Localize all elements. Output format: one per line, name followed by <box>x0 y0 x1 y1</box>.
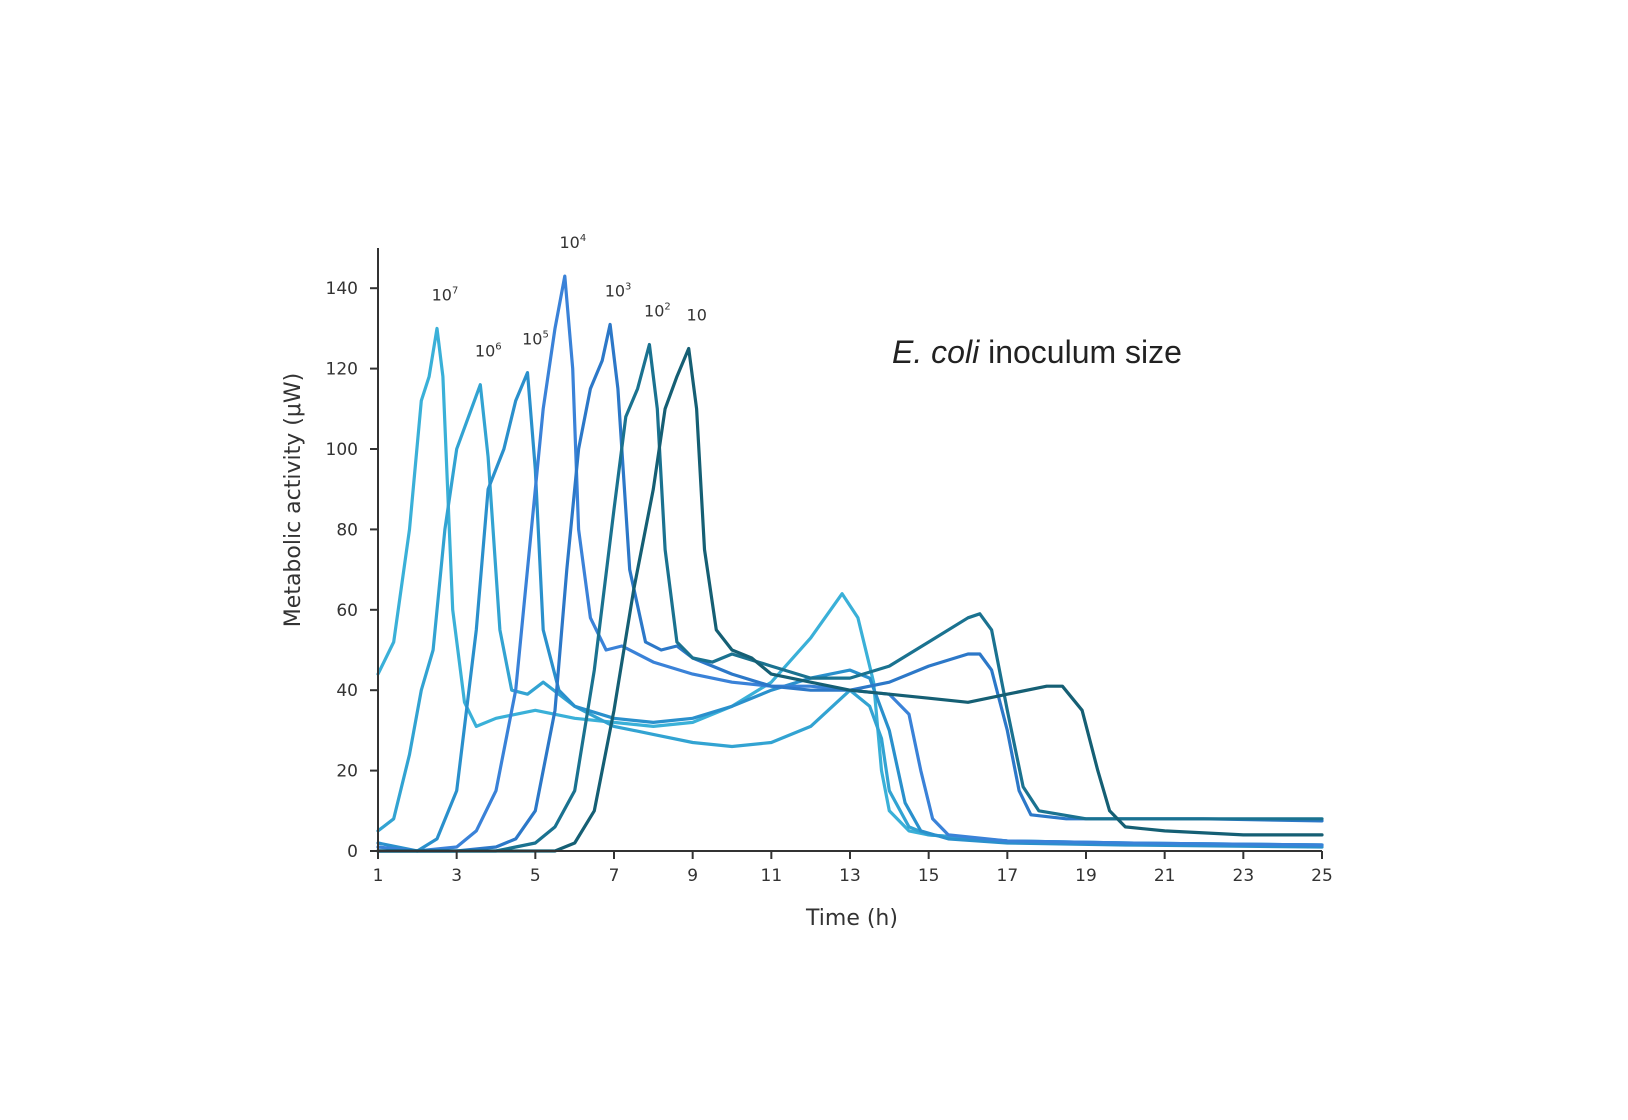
x-tick-label: 5 <box>530 866 541 886</box>
series-label-exponent: 4 <box>580 233 586 244</box>
x-tick-label: 15 <box>918 866 940 886</box>
series-line-103 <box>376 322 1324 853</box>
series-label-exponent: 7 <box>452 285 458 296</box>
series-layer <box>376 274 1324 853</box>
annotation-italic: E. coli <box>892 334 980 370</box>
series-label-102: 102 <box>644 301 671 320</box>
x-axis-title: Time (h) <box>805 906 898 931</box>
x-tick-label: 21 <box>1154 866 1176 886</box>
x-tick-label: 9 <box>687 866 698 886</box>
x-tick-label: 11 <box>761 866 783 886</box>
series-label-104: 104 <box>559 233 586 252</box>
y-tick-label: 0 <box>347 842 358 862</box>
series-line-105 <box>376 371 1324 853</box>
series-line-10 <box>376 346 1324 853</box>
annotation-text: inoculum size <box>979 334 1182 370</box>
y-tick-label: 80 <box>336 520 358 540</box>
series-line-102 <box>376 342 1324 853</box>
x-tick-label: 23 <box>1233 866 1255 886</box>
series-label-base: 10 <box>605 281 625 300</box>
series-label-base: 10 <box>475 342 495 361</box>
y-tick-label: 60 <box>336 601 358 621</box>
x-tick-label: 25 <box>1311 866 1333 886</box>
x-tick-label: 1 <box>373 866 384 886</box>
series-line-107 <box>376 326 1324 847</box>
series-label-exponent: 3 <box>625 281 631 292</box>
series-line-104 <box>376 274 1324 853</box>
x-tick-label: 3 <box>451 866 462 886</box>
series-label-10: 10 <box>687 306 707 325</box>
series-label-base: 10 <box>432 285 452 304</box>
series-label-base: 10 <box>559 233 579 252</box>
y-tick-label: 140 <box>326 279 358 299</box>
chart-annotation: E. coli inoculum size <box>892 334 1182 370</box>
series-label-exponent: 6 <box>495 342 501 353</box>
x-tick-label: 19 <box>1075 866 1097 886</box>
y-axis-title: Metabolic activity (μW) <box>281 373 306 627</box>
series-line-106 <box>376 383 1324 847</box>
y-tick-label: 20 <box>336 762 358 782</box>
series-label-base: 10 <box>687 306 707 325</box>
x-tick-label: 7 <box>609 866 620 886</box>
series-label-107: 107 <box>432 285 459 304</box>
series-label-exponent: 2 <box>664 301 670 312</box>
y-tick-label: 100 <box>326 440 358 460</box>
series-label-103: 103 <box>605 281 632 300</box>
series-label-base: 10 <box>644 301 664 320</box>
y-tick-label: 40 <box>336 681 358 701</box>
series-label-exponent: 5 <box>542 330 548 341</box>
series-label-105: 105 <box>522 330 549 349</box>
y-tick-label: 120 <box>326 360 358 380</box>
x-tick-label: 17 <box>997 866 1019 886</box>
series-label-base: 10 <box>522 330 542 349</box>
series-label-106: 106 <box>475 342 502 361</box>
x-tick-label: 13 <box>839 866 861 886</box>
